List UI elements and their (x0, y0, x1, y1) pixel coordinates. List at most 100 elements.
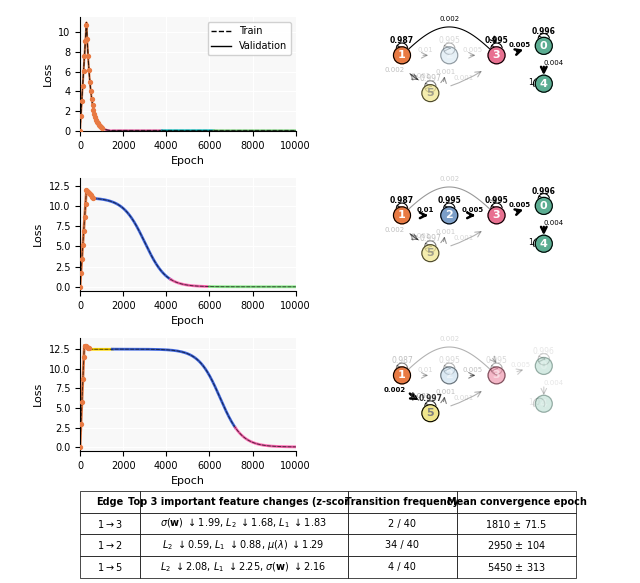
Point (88, 100, 98, 109)
Circle shape (535, 37, 552, 54)
Circle shape (488, 47, 505, 64)
Point (81, 185, 92, 194)
Text: 0.002: 0.002 (383, 387, 406, 394)
Circle shape (394, 367, 410, 384)
Text: 0.005: 0.005 (509, 42, 531, 48)
Point (77, 81, 88, 90)
FancyArrowPatch shape (420, 213, 426, 218)
Circle shape (535, 198, 552, 215)
Point (90, 112, 100, 121)
Point (81, 342, 91, 351)
Text: 0.996: 0.996 (532, 187, 556, 196)
X-axis label: Epoch: Epoch (171, 476, 205, 486)
Text: 1: 1 (398, 50, 406, 60)
Circle shape (535, 395, 552, 412)
Text: 4: 4 (540, 79, 548, 89)
Text: 0.997: 0.997 (419, 394, 442, 403)
Point (80, 36, 90, 45)
FancyArrowPatch shape (422, 373, 427, 378)
Text: 0.001: 0.001 (411, 393, 431, 399)
Text: 0.005: 0.005 (510, 362, 530, 368)
Point (79, 352, 89, 361)
Point (92, 117, 102, 127)
Point (91, 115, 101, 124)
Point (76, 420, 86, 429)
Circle shape (394, 47, 410, 64)
Point (93, 119, 103, 128)
Circle shape (488, 367, 505, 384)
Text: 0.01: 0.01 (417, 206, 435, 213)
Point (83, 343, 93, 353)
Point (83, 187, 93, 196)
Circle shape (441, 47, 458, 64)
Point (88, 193, 98, 202)
Text: 0.001: 0.001 (411, 233, 431, 239)
X-axis label: Epoch: Epoch (171, 316, 205, 326)
Circle shape (441, 367, 458, 384)
Text: 0.997: 0.997 (419, 234, 442, 243)
Point (84, 66, 94, 75)
Text: 1: 1 (398, 210, 406, 220)
Point (84, 188, 94, 198)
Point (81, 342, 92, 352)
X-axis label: Epoch: Epoch (171, 156, 205, 166)
Point (75, 282, 85, 292)
Text: 1.0: 1.0 (529, 398, 540, 407)
Circle shape (422, 85, 439, 101)
Circle shape (422, 405, 439, 422)
Text: 2: 2 (445, 370, 453, 380)
Circle shape (535, 75, 552, 92)
Point (83, 186, 93, 195)
FancyArrowPatch shape (410, 73, 418, 79)
Text: 0.987: 0.987 (391, 356, 413, 365)
Text: 0.001: 0.001 (435, 389, 456, 395)
Y-axis label: Loss: Loss (33, 222, 43, 247)
Point (75, 127, 85, 136)
Text: 5: 5 (426, 88, 434, 98)
Text: 0.004: 0.004 (543, 380, 563, 386)
Text: 0.002: 0.002 (439, 16, 460, 22)
Text: 0.987: 0.987 (390, 196, 414, 205)
Point (79, 227, 89, 236)
Point (77, 375, 88, 384)
Text: 3: 3 (493, 50, 500, 60)
FancyArrowPatch shape (411, 75, 419, 80)
Text: 4: 4 (540, 238, 548, 249)
Point (86, 191, 96, 200)
Text: 0.001: 0.001 (453, 235, 474, 241)
Text: 2: 2 (445, 50, 453, 60)
Text: 0.002: 0.002 (385, 67, 404, 73)
Text: 5: 5 (426, 248, 434, 258)
Point (95, 121, 105, 131)
Text: 0.002: 0.002 (385, 227, 404, 233)
Point (82, 34, 92, 44)
Point (89, 109, 99, 118)
Point (77, 254, 87, 264)
Point (85, 189, 95, 199)
Text: 0.995: 0.995 (438, 36, 460, 45)
Point (88, 105, 99, 114)
Point (83, 343, 93, 352)
FancyArrowPatch shape (411, 395, 419, 401)
FancyArrowPatch shape (441, 238, 446, 244)
Point (93, 120, 104, 129)
Text: 3: 3 (493, 210, 500, 220)
FancyArrowPatch shape (516, 369, 522, 374)
Point (77, 241, 88, 250)
FancyArrowPatch shape (541, 387, 547, 394)
Text: 2: 2 (445, 210, 453, 220)
FancyArrowPatch shape (515, 209, 521, 215)
FancyArrowPatch shape (541, 227, 547, 233)
FancyArrowPatch shape (441, 398, 446, 403)
Circle shape (441, 207, 458, 224)
Text: 0.005: 0.005 (463, 47, 483, 52)
FancyArrowPatch shape (541, 67, 547, 72)
Legend: Train, Validation: Train, Validation (207, 22, 291, 55)
FancyArrowPatch shape (467, 213, 473, 218)
Text: 0.995: 0.995 (484, 196, 508, 205)
FancyArrowPatch shape (451, 231, 481, 246)
Text: 0.995: 0.995 (486, 356, 508, 365)
Text: 0.005: 0.005 (462, 206, 484, 213)
Point (83, 52, 93, 61)
Point (76, 111, 86, 121)
